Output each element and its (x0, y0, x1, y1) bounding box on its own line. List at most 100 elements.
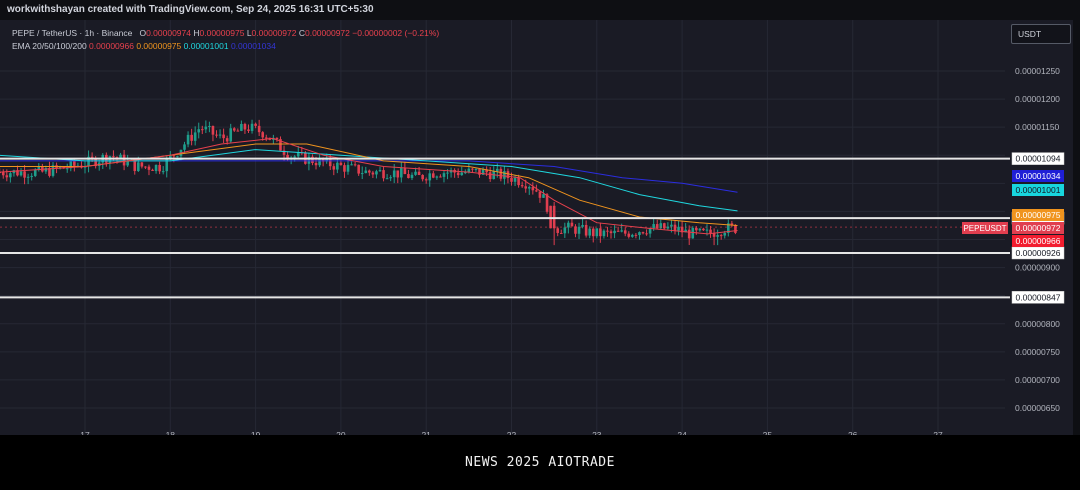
candle-body (243, 123, 247, 130)
candle-body (58, 166, 62, 169)
candle-body (0, 172, 1, 174)
candle-body (488, 172, 492, 180)
candle-body (353, 164, 357, 166)
candle-body (577, 226, 581, 234)
candle-body (364, 170, 368, 174)
candle-body (471, 168, 474, 170)
candle-body (30, 175, 33, 177)
candle-body (343, 165, 346, 172)
candle-body (112, 156, 115, 158)
candle-body (222, 134, 225, 139)
candle-body (293, 156, 296, 158)
candle-body (275, 137, 279, 140)
candle-body (16, 170, 19, 176)
candle-body (126, 160, 129, 166)
candle-body (613, 230, 616, 234)
candle-body (336, 162, 339, 170)
chart-area[interactable]: 0.00001250 0.00001200 0.00001150 0.00000900… (0, 20, 1080, 440)
candle-body (51, 165, 55, 176)
candle-body (346, 164, 350, 172)
candle-body (261, 132, 265, 138)
currency-label: USDT (1018, 29, 1042, 39)
candle-body (403, 168, 407, 175)
candle-body (620, 230, 623, 232)
price-tag-ema200 (1012, 170, 1064, 182)
candle-body (332, 166, 336, 170)
candle-body (257, 125, 261, 133)
candle-body (712, 233, 716, 237)
candle-body (73, 160, 76, 166)
price-tag-ema20 (1012, 235, 1064, 247)
candle-body (623, 230, 627, 234)
candle-body (368, 170, 371, 173)
y-tick-label: 0.00000900 (1015, 263, 1060, 273)
candle-body (161, 171, 165, 173)
candle-body (673, 224, 677, 231)
candle-body (556, 228, 560, 233)
chart-legend: PEPE / TetherUS · 1h · Binance O0.000009… (12, 27, 439, 53)
candle-body (33, 169, 37, 176)
candle-body (296, 152, 300, 157)
candle-body (631, 234, 634, 237)
candle-body (94, 158, 97, 167)
candle-body (200, 129, 204, 131)
candle-body (716, 235, 719, 237)
candle-body (144, 166, 147, 168)
candle-body (165, 158, 169, 172)
candle-body (211, 125, 215, 135)
candle-body (410, 174, 414, 179)
candle-body (606, 230, 609, 232)
y-tick-label: 0.00000800 (1015, 319, 1060, 329)
ema20-value: 0.00000966 (89, 41, 134, 51)
candle-body (424, 179, 428, 181)
price-tag-last (1012, 222, 1064, 234)
candle-body (133, 160, 137, 172)
symbol-tag (962, 222, 1008, 234)
price-tag-label-ema100: 0.00001001 (1016, 185, 1061, 195)
candle-body (19, 171, 23, 176)
candle-body (588, 228, 591, 236)
candle-body (659, 223, 663, 229)
candle-body (37, 166, 41, 170)
candle-body (9, 173, 12, 178)
candle-body (481, 169, 485, 175)
candle-body (517, 177, 520, 186)
candle-body (695, 227, 698, 231)
candle-body (400, 168, 403, 178)
candle-body (524, 186, 528, 189)
candle-body (140, 162, 144, 167)
candle-body (26, 176, 30, 178)
candle-body (314, 163, 318, 166)
candle-body (527, 187, 531, 189)
attribution-bar: workwithshayan created with TradingView.… (0, 0, 1080, 20)
candle-body (456, 172, 460, 176)
candle-body (190, 134, 193, 141)
candle-body (428, 173, 432, 181)
candle-body (193, 132, 197, 141)
close-value: 0.00000972 (304, 28, 350, 38)
candle-body (396, 170, 400, 178)
currency-button[interactable]: USDT (1011, 24, 1071, 44)
candle-body (83, 166, 87, 168)
candle-body (375, 171, 378, 175)
candle-body (5, 175, 9, 178)
candle-body (186, 134, 190, 145)
low-label: L (246, 28, 252, 38)
price-chart[interactable]: 0.00001250 0.00001200 0.00001150 0.00000900… (0, 20, 1080, 440)
candle-body (172, 155, 176, 157)
symbol-label: PEPE / TetherUS · 1h · Binance (12, 28, 133, 38)
candle-body (176, 156, 179, 158)
level-price-tag (1011, 291, 1065, 304)
candle-body (432, 173, 435, 178)
candle-body (648, 228, 652, 234)
candle-body (236, 130, 240, 132)
candle-body (730, 223, 734, 226)
candle-body (581, 224, 584, 227)
high-value: 0.00000975 (199, 28, 245, 38)
ema20-line (0, 137, 738, 235)
candle-body (154, 164, 158, 171)
candle-body (87, 156, 90, 167)
candle-body (591, 228, 595, 237)
candle-body (559, 232, 563, 234)
candle-body (307, 156, 311, 164)
